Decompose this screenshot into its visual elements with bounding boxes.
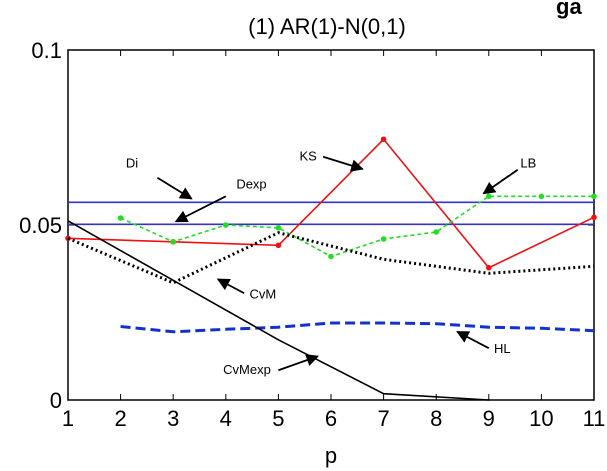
- annotation-ks: KS: [299, 148, 317, 163]
- annotation-layer: Di Dexp KS LB CvM HL CvMexp: [126, 148, 536, 377]
- x-tick-label: 1: [62, 406, 74, 431]
- x-tick-label: 8: [430, 406, 442, 431]
- annotation-di: Di: [126, 155, 138, 170]
- annotation-cvm-arrow: [216, 278, 245, 295]
- series-layer: [65, 136, 597, 401]
- annotation-lb: LB: [520, 155, 536, 170]
- series-lb-point: [328, 253, 334, 260]
- x-tick-label: 2: [114, 406, 126, 431]
- annotation-cvm: CvM: [249, 287, 276, 302]
- series-ks-point: [486, 264, 492, 271]
- series-lb-point: [223, 222, 229, 228]
- annotation-dexp-arrow: [174, 195, 227, 223]
- annotation-dexp: Dexp: [236, 176, 266, 191]
- series-ks-point: [380, 136, 387, 143]
- series-lb-point: [275, 225, 282, 231]
- x-tick-label: 6: [325, 406, 337, 431]
- annotation-cvmexp-arrow: [278, 354, 320, 372]
- x-tick-label: 3: [167, 406, 179, 431]
- x-tick-label: 4: [220, 406, 232, 431]
- annotation-di-arrow: [156, 176, 193, 200]
- chart-title-cut: ga: [556, 0, 582, 19]
- chart-title: (1) AR(1)-N(0,1): [248, 14, 406, 39]
- y-tick-label: 0: [50, 388, 62, 413]
- series-lb-line: [120, 195, 594, 258]
- series-lb-point: [486, 193, 492, 200]
- annotation-lb-arrow: [482, 168, 519, 195]
- annotation-cvmexp: CvMexp: [223, 362, 271, 377]
- series-lb-point: [538, 193, 545, 200]
- annotation-ks-arrow: [322, 155, 364, 172]
- series-ks-point: [275, 242, 282, 249]
- x-axis: 1 2 3 4 5 6 7 8 9 10 11: [62, 50, 606, 431]
- series-lb-point: [433, 229, 440, 235]
- x-axis-label: p: [325, 443, 337, 468]
- series-lb-point: [117, 215, 124, 221]
- y-tick-label: 0.1: [31, 38, 62, 63]
- y-tick-label: 0.05: [19, 213, 62, 238]
- y-axis: 0 0.05 0.1: [19, 38, 594, 413]
- series-lb-point: [170, 239, 176, 245]
- series-ks-point: [591, 214, 597, 221]
- x-tick-label: 5: [272, 406, 284, 431]
- series-cvmexp-line: [67, 220, 489, 401]
- series-lb-point: [591, 193, 597, 200]
- annotation-hl: HL: [494, 341, 511, 356]
- series-ks-line: [67, 138, 595, 269]
- series-lb-point: [380, 236, 387, 242]
- series-cvm-line: [67, 231, 595, 285]
- x-tick-label: 11: [583, 406, 606, 431]
- series-hl-line: [120, 321, 595, 334]
- annotation-hl-arrow: [456, 330, 490, 349]
- x-tick-label: 7: [377, 406, 389, 431]
- x-tick-label: 10: [529, 406, 553, 431]
- x-tick-label: 9: [483, 406, 495, 431]
